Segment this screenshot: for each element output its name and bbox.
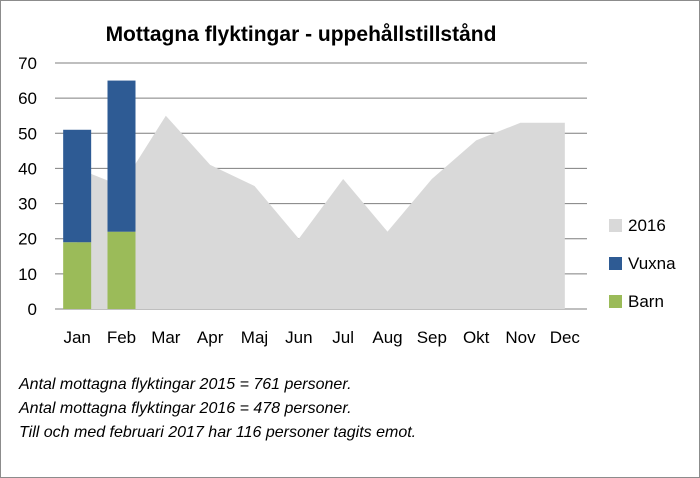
y-tick-label: 50	[18, 124, 37, 143]
chart-title: Mottagna flyktingar - uppehållstillstånd	[106, 23, 497, 46]
bar-series	[63, 80, 136, 309]
y-tick-label: 0	[28, 300, 37, 319]
bar-vuxna	[107, 80, 136, 232]
legend-label: Barn	[628, 292, 664, 311]
legend-swatch	[609, 257, 622, 270]
legend: 2016 Vuxna Barn	[609, 216, 676, 311]
x-axis-ticks: Jan Feb Mar Apr Maj Jun Jul Aug Sep Okt Nov Dec	[63, 328, 580, 347]
y-tick-label: 30	[18, 195, 37, 214]
x-tick-label: Nov	[505, 328, 536, 347]
x-tick-label: Mar	[151, 328, 181, 347]
chart: Mottagna flyktingar - uppehållstillstånd…	[18, 23, 676, 347]
y-tick-label: 40	[18, 159, 37, 178]
legend-label: 2016	[628, 216, 666, 235]
bar-barn	[107, 231, 136, 309]
bar-vuxna	[63, 129, 92, 243]
area-series	[77, 115, 565, 309]
y-tick-label: 60	[18, 89, 37, 108]
x-tick-label: Jan	[63, 328, 90, 347]
legend-swatch	[609, 219, 622, 232]
notes: Antal mottagna flyktingar 2015 = 761 per…	[19, 373, 416, 445]
legend-swatch	[609, 295, 622, 308]
x-tick-label: Jun	[285, 328, 312, 347]
x-tick-label: Apr	[197, 328, 224, 347]
area-2016	[77, 115, 565, 309]
note-line-2015: Antal mottagna flyktingar 2015 = 761 per…	[19, 376, 352, 393]
y-tick-label: 20	[18, 230, 37, 249]
bar-barn	[63, 242, 92, 309]
x-tick-label: Dec	[550, 328, 581, 347]
y-axis-ticks: 0 10 20 30 40 50 60 70	[18, 54, 37, 319]
y-tick-label: 10	[18, 265, 37, 284]
x-tick-label: Okt	[463, 328, 490, 347]
x-tick-label: Maj	[241, 328, 268, 347]
note-line-2017: Till och med februari 2017 har 116 perso…	[19, 424, 417, 441]
legend-label: Vuxna	[628, 254, 676, 273]
x-tick-label: Feb	[107, 328, 136, 347]
x-tick-label: Aug	[372, 328, 402, 347]
y-tick-label: 70	[18, 54, 37, 73]
x-tick-label: Sep	[417, 328, 447, 347]
note-line-2016: Antal mottagna flyktingar 2016 = 478 per…	[19, 400, 352, 417]
x-tick-label: Jul	[332, 328, 354, 347]
